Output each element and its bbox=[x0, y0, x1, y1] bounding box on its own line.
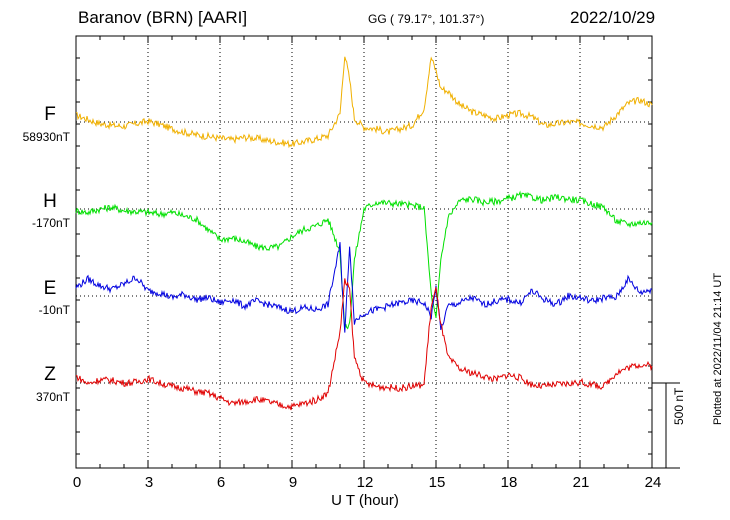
component-e-baseline: -10nT bbox=[38, 303, 70, 317]
x-tick-15: 15 bbox=[428, 474, 446, 491]
component-h-label: H bbox=[43, 191, 57, 212]
x-tick-0: 0 bbox=[72, 474, 82, 491]
x-tick-18: 18 bbox=[500, 474, 518, 491]
coordinates-label: GG ( 79.17°, 101.37°) bbox=[368, 12, 485, 26]
x-tick-12: 12 bbox=[356, 474, 374, 491]
component-f-label: F bbox=[44, 104, 56, 125]
x-axis-label: U T (hour) bbox=[331, 492, 399, 509]
series-f-line bbox=[75, 56, 653, 149]
component-h-baseline: -170nT bbox=[31, 216, 70, 230]
component-f-baseline: 58930nT bbox=[22, 130, 70, 144]
x-tick-21: 21 bbox=[572, 474, 590, 491]
x-tick-24: 24 bbox=[644, 474, 662, 491]
x-tick-3: 3 bbox=[144, 474, 154, 491]
component-e-label: E bbox=[43, 278, 57, 299]
scale-bar-label: 500 nT bbox=[672, 387, 686, 425]
date-label: 2022/10/29 bbox=[570, 8, 656, 27]
x-tick-9: 9 bbox=[288, 474, 298, 491]
station-title: Baranov (BRN) [AARI] bbox=[78, 8, 248, 27]
component-z-label: Z bbox=[44, 364, 56, 385]
series-h-line bbox=[75, 190, 653, 330]
x-tick-6: 6 bbox=[216, 474, 226, 491]
component-z-baseline: 370nT bbox=[35, 390, 70, 404]
series-z-line bbox=[75, 278, 653, 411]
series-e-line bbox=[75, 242, 653, 333]
plotted-timestamp: Plotted at 2022/11/04 21:14 UT bbox=[712, 272, 724, 425]
